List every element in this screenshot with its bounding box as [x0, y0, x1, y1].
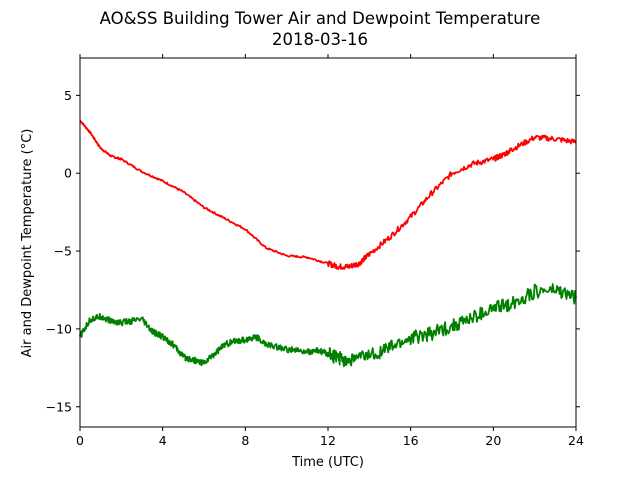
series-line-1: [79, 119, 577, 270]
chart-subtitle: 2018-03-16: [272, 30, 368, 49]
x-axis-label: Time (UTC): [291, 455, 364, 470]
y-tick-label: 5: [64, 88, 72, 103]
series-line-2: [79, 283, 577, 368]
x-tick-label: 0: [76, 433, 84, 448]
x-tick-label: 20: [485, 433, 501, 448]
x-tick-label: 12: [320, 433, 336, 448]
axes: 0 4 8 12 16 20 24 5 0 −5 −10 −15: [46, 54, 584, 448]
x-tick-label: 8: [241, 433, 249, 448]
chart-title: AO&SS Building Tower Air and Dewpoint Te…: [100, 9, 541, 28]
plot-frame: [79, 57, 577, 428]
y-axis-label: Air and Dewpoint Temperature (°C): [20, 129, 35, 358]
plot-area: [79, 119, 577, 368]
y-tick-label: −5: [54, 244, 72, 259]
x-tick-label: 4: [159, 433, 167, 448]
x-tick-label: 24: [568, 433, 584, 448]
y-tick-label: 0: [64, 166, 72, 181]
y-tick-label: −10: [46, 321, 72, 336]
x-tick-label: 16: [403, 433, 419, 448]
y-tick-label: −15: [46, 399, 72, 414]
